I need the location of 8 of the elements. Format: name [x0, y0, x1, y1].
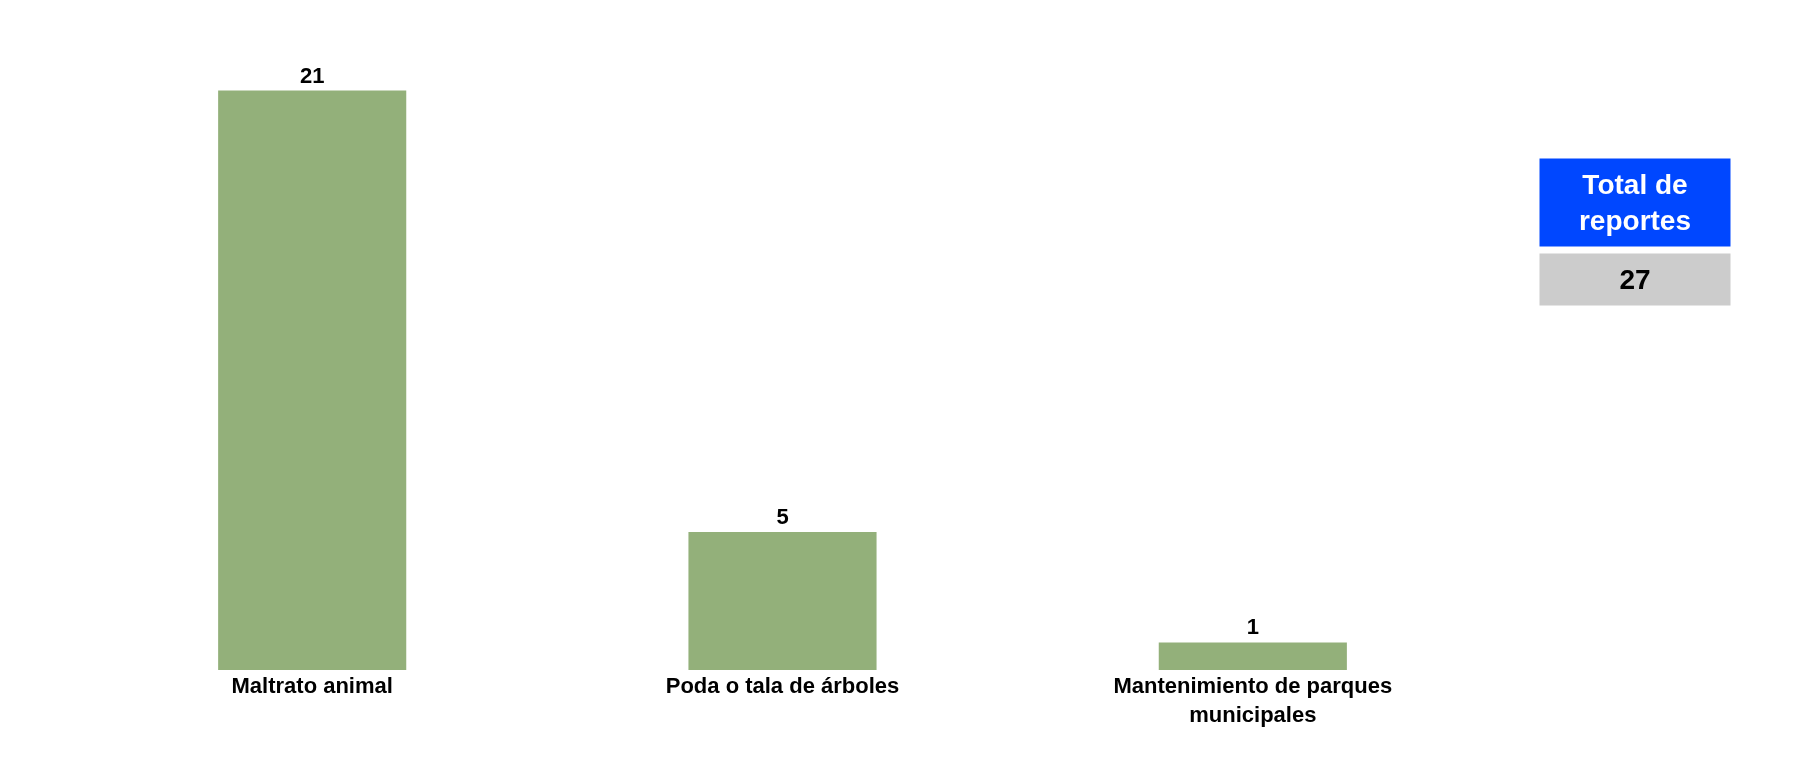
- data-label: 21: [299, 62, 325, 88]
- data-label: 1: [1246, 614, 1259, 640]
- data-label: 5: [776, 504, 789, 530]
- text: 27: [1619, 264, 1651, 295]
- text: Total de reportes: [1578, 169, 1692, 237]
- x-tick-label: Maltrato animal: [231, 673, 393, 698]
- x-tick-label: Mantenimiento de parques municipales: [1113, 673, 1393, 727]
- x-tick-label: Poda o tala de árboles: [665, 673, 900, 698]
